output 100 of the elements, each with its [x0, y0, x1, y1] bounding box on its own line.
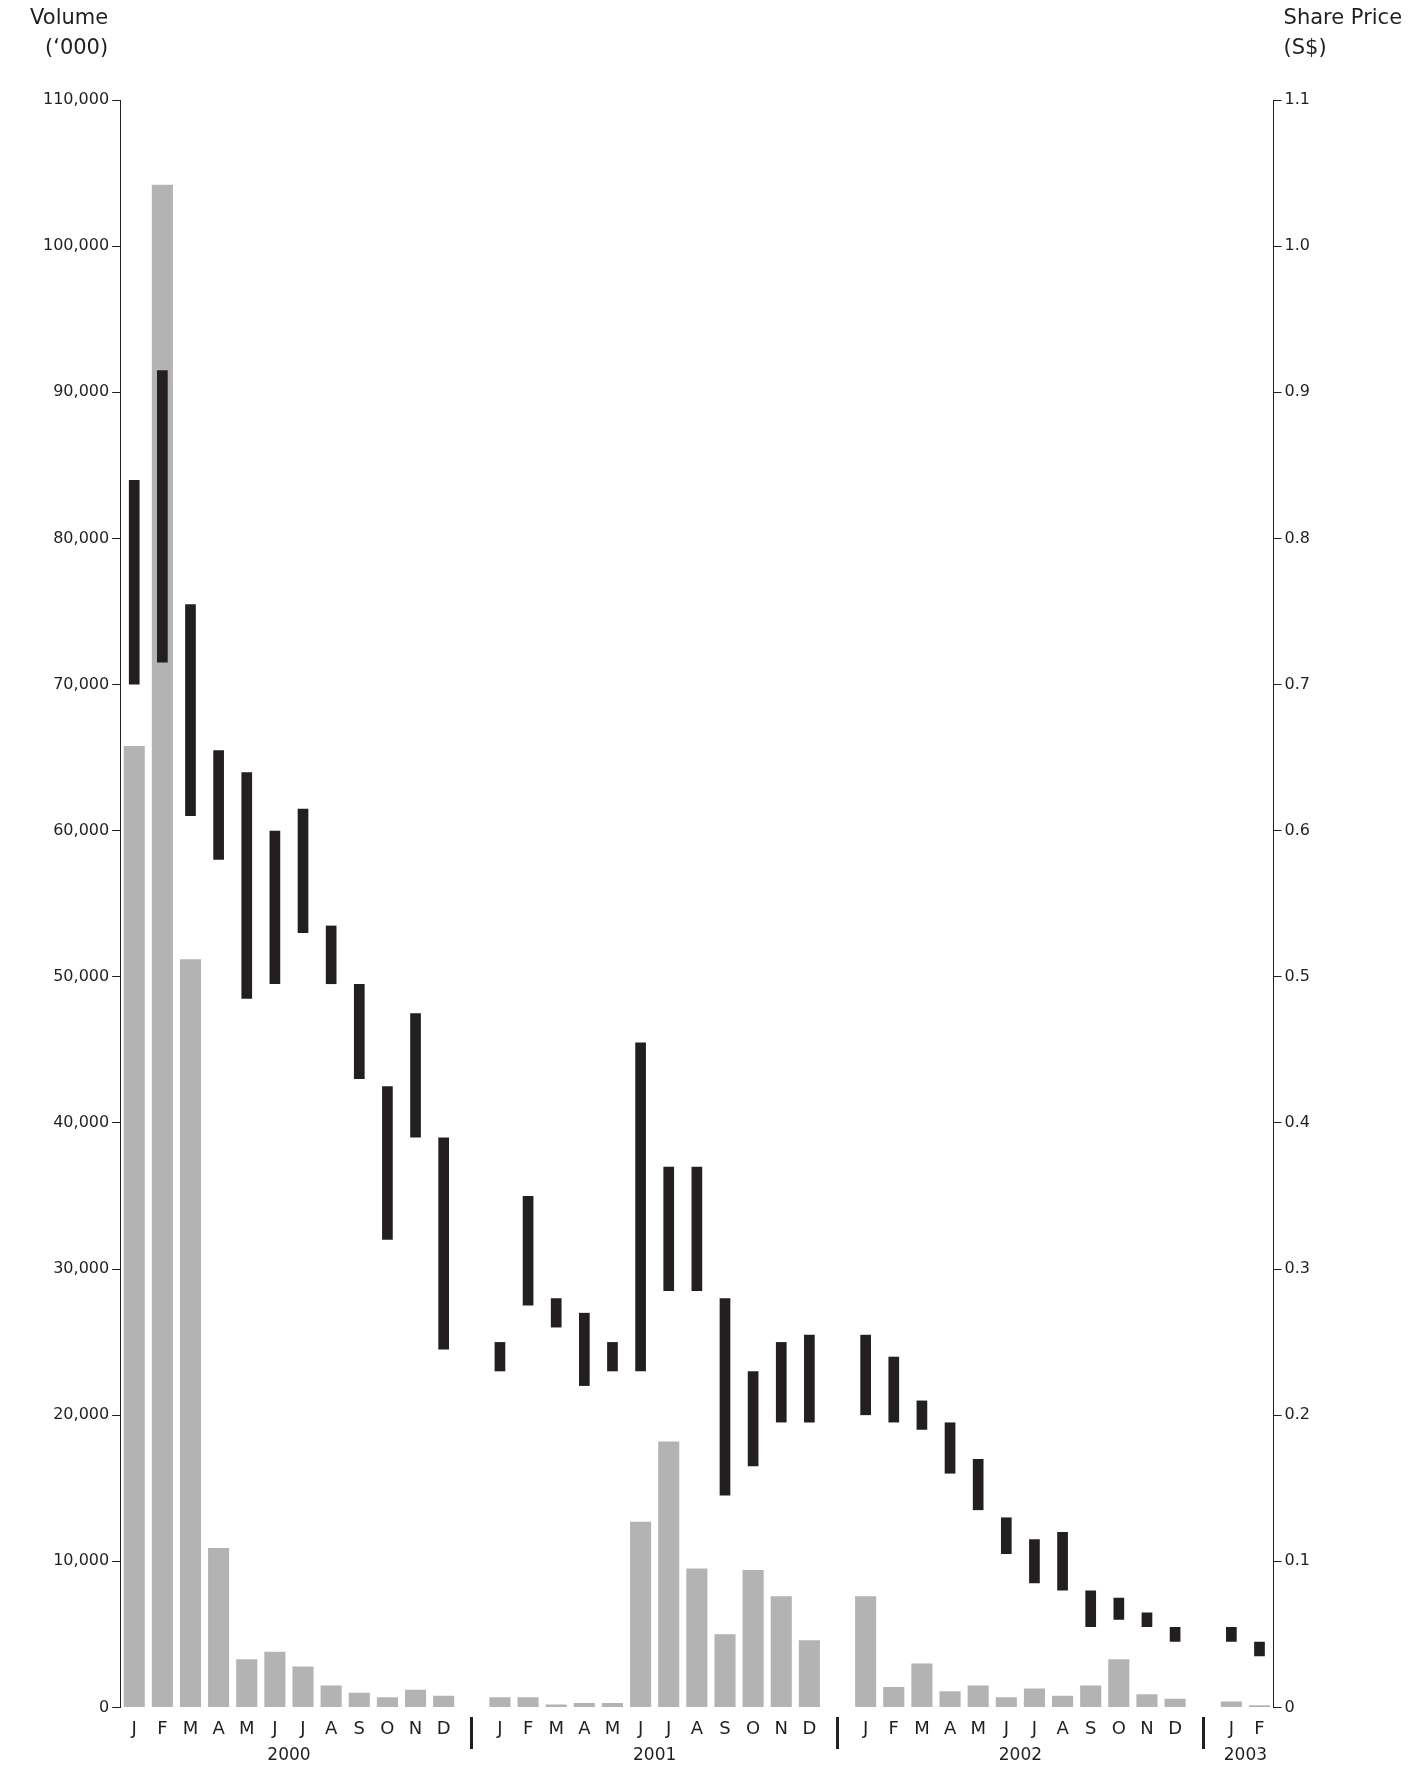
x-tick-label: A	[212, 1716, 226, 1738]
text: 2000	[267, 1743, 311, 1764]
x-tick-label: F	[1254, 1716, 1265, 1738]
bar	[517, 1697, 539, 1707]
x-tick-label: M	[604, 1716, 621, 1738]
x-tick-label: F	[157, 1716, 168, 1738]
bar	[578, 1312, 590, 1386]
y-tick-label: 20,000	[53, 1404, 110, 1424]
bar	[179, 959, 202, 1707]
y2-tick-label: 1.0	[1284, 235, 1311, 255]
y-tick-label: 30,000	[53, 1258, 110, 1278]
bar	[972, 1458, 984, 1511]
bar	[607, 1342, 618, 1372]
x-tick-label: M	[548, 1716, 564, 1738]
bar	[1052, 1695, 1074, 1707]
x-tick-label: O	[1111, 1716, 1126, 1738]
bar	[382, 1086, 393, 1240]
bar	[213, 750, 224, 860]
y2-tick-label: 0.4	[1284, 1112, 1311, 1132]
bar	[860, 1334, 871, 1416]
y-tick-label: 0	[98, 1696, 110, 1716]
x-tick-label: A	[324, 1716, 338, 1738]
x-tick-label: O	[380, 1716, 395, 1738]
y2-tick-label: 0.8	[1284, 527, 1311, 547]
y2-tick-label: 0.2	[1284, 1404, 1311, 1424]
bar	[658, 1441, 680, 1707]
bar	[883, 1686, 905, 1707]
x-tick-label: A	[943, 1716, 957, 1738]
bar	[269, 830, 281, 985]
x-tick-label: J	[1002, 1716, 1009, 1738]
x-tick-label: N	[774, 1716, 788, 1738]
x-tick-label: J	[299, 1716, 306, 1738]
bar	[236, 1659, 258, 1707]
y-tick-label: 60,000	[53, 819, 110, 839]
x-tick-label: J	[861, 1716, 869, 1738]
y-tick-label: 50,000	[53, 965, 110, 985]
bar	[747, 1371, 759, 1467]
x-tick-label: J	[1227, 1716, 1235, 1738]
x-tick-label: D	[802, 1716, 817, 1738]
bar	[944, 1422, 956, 1474]
bar	[545, 1704, 567, 1707]
y-tick-label: 10,000	[53, 1550, 110, 1570]
x-tick-label: O	[746, 1716, 761, 1738]
bar	[1057, 1532, 1068, 1591]
bar	[123, 745, 145, 1707]
bar	[522, 1195, 534, 1306]
x-tick-label: A	[1056, 1716, 1070, 1738]
x-tick-label: S	[1084, 1716, 1097, 1738]
bar	[433, 1695, 455, 1707]
bar	[939, 1691, 961, 1707]
bar	[353, 984, 365, 1080]
bar	[855, 1596, 877, 1707]
bar	[320, 1685, 342, 1707]
bar	[1085, 1590, 1097, 1628]
x-tick-label: N	[408, 1716, 423, 1738]
bar	[241, 772, 253, 999]
y-tick-label: 110,000	[42, 89, 110, 109]
y2-tick-label: 0.6	[1284, 819, 1311, 839]
bar	[967, 1685, 989, 1707]
bar	[1000, 1517, 1012, 1554]
bar	[208, 1548, 230, 1707]
bar	[775, 1342, 787, 1423]
bar	[916, 1400, 928, 1430]
bar	[1136, 1694, 1158, 1707]
bar	[911, 1663, 933, 1707]
y2-axis-title: Share Price (S$)	[1283, 4, 1403, 59]
bar	[1164, 1698, 1186, 1707]
bar	[714, 1634, 736, 1707]
bar	[185, 604, 196, 817]
y2-tick-label: 0.7	[1284, 673, 1311, 693]
x-tick-label: M	[970, 1716, 986, 1738]
x-tick-label: J	[665, 1716, 672, 1738]
y2-tick-label: 0.5	[1284, 965, 1311, 985]
y2-tick-label: 0	[1284, 1696, 1295, 1716]
bar	[1108, 1659, 1130, 1707]
y-tick-label: 90,000	[53, 381, 110, 401]
bar	[719, 1298, 731, 1496]
bar	[325, 925, 337, 985]
bar	[1141, 1612, 1153, 1628]
bar	[376, 1697, 398, 1707]
text: 2003	[1223, 1743, 1268, 1764]
bar	[1220, 1701, 1242, 1707]
x-tick-label: F	[522, 1716, 534, 1738]
y-axis-title: Volume (‘000)	[30, 4, 109, 59]
bar	[1254, 1641, 1265, 1657]
x-tick-label: D	[1168, 1716, 1183, 1738]
x-tick-label: N	[1140, 1716, 1154, 1738]
bar	[438, 1137, 450, 1350]
bar	[550, 1298, 562, 1328]
y2-tick-label: 0.1	[1284, 1550, 1311, 1570]
bar	[686, 1568, 708, 1707]
x-tick-label: F	[888, 1716, 899, 1738]
y-tick-label: 80,000	[53, 527, 110, 547]
bar	[663, 1166, 675, 1291]
y2-tick-label: 1.1	[1284, 89, 1311, 109]
x-tick-label: D	[436, 1716, 451, 1738]
bar	[804, 1334, 815, 1423]
bar	[405, 1689, 427, 1707]
bar	[1029, 1539, 1040, 1584]
bar	[1080, 1685, 1102, 1707]
